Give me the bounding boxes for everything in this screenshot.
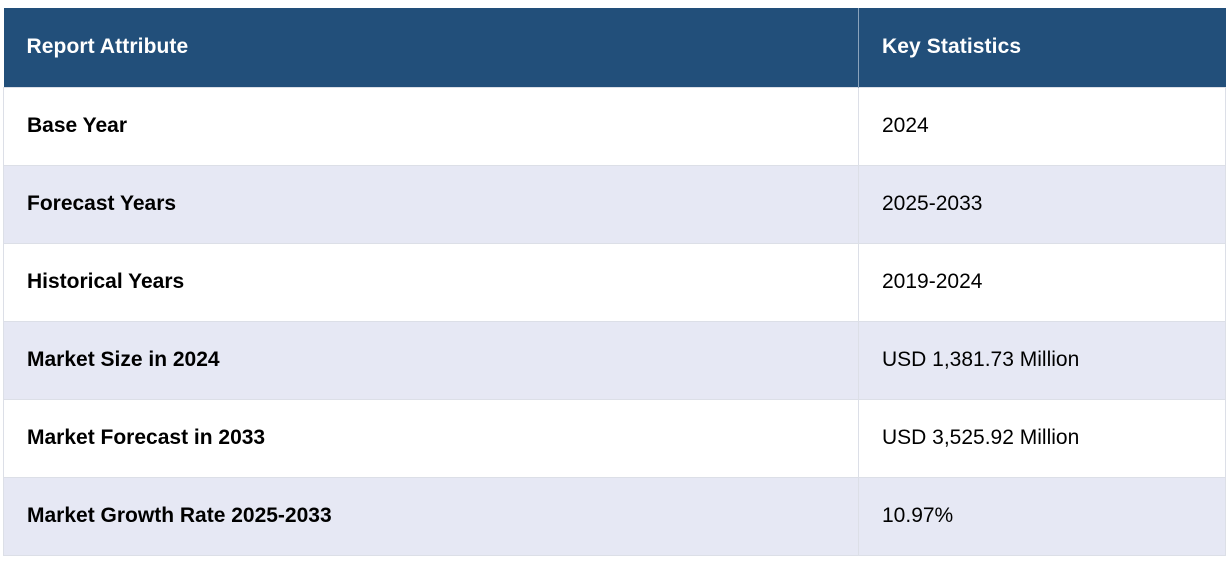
table-row: Historical Years 2019-2024 xyxy=(3,242,1226,321)
table-row: Market Growth Rate 2025-2033 10.97% xyxy=(3,476,1226,556)
row-attribute-growth-rate: Market Growth Rate 2025-2033 xyxy=(3,476,859,556)
row-attribute-market-size: Market Size in 2024 xyxy=(3,320,859,399)
row-attribute-market-forecast: Market Forecast in 2033 xyxy=(3,398,859,477)
header-report-attribute: Report Attribute xyxy=(3,8,859,87)
row-attribute-forecast-years: Forecast Years xyxy=(3,164,859,243)
row-attribute-base-year: Base Year xyxy=(3,86,859,165)
table-body: Base Year 2024 Forecast Years 2025-2033 … xyxy=(3,86,1226,556)
table-row: Forecast Years 2025-2033 xyxy=(3,164,1226,243)
report-statistics-table: Report Attribute Key Statistics Base Yea… xyxy=(3,8,1226,556)
row-value-forecast-years: 2025-2033 xyxy=(858,164,1226,243)
table-row: Market Forecast in 2033 USD 3,525.92 Mil… xyxy=(3,398,1226,477)
row-value-historical-years: 2019-2024 xyxy=(858,242,1226,321)
table-header: Report Attribute Key Statistics xyxy=(3,8,1226,87)
row-value-market-forecast: USD 3,525.92 Million xyxy=(858,398,1226,477)
header-key-statistics: Key Statistics xyxy=(858,8,1226,87)
row-value-growth-rate: 10.97% xyxy=(858,476,1226,556)
row-attribute-historical-years: Historical Years xyxy=(3,242,859,321)
row-value-market-size: USD 1,381.73 Million xyxy=(858,320,1226,399)
header-row: Report Attribute Key Statistics xyxy=(3,8,1226,87)
row-value-base-year: 2024 xyxy=(858,86,1226,165)
table-row: Base Year 2024 xyxy=(3,86,1226,165)
table-row: Market Size in 2024 USD 1,381.73 Million xyxy=(3,320,1226,399)
